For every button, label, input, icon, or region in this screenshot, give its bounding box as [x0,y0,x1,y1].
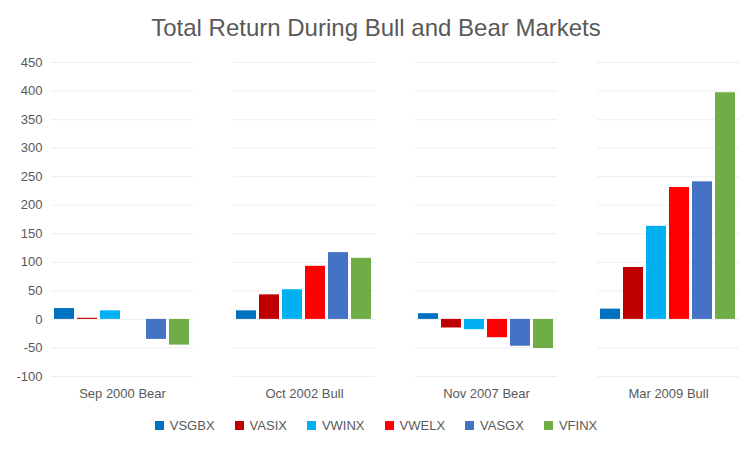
svg-text:200: 200 [21,197,43,212]
html-text:VASGX: VASGX [480,417,524,433]
svg-text:-100: -100 [16,369,42,384]
svg-text:400: 400 [21,83,43,98]
html-text:VFINX: VFINX [558,417,598,433]
html-text:Total Return During Bull and B: Total Return During Bull and Bear Market… [151,14,601,41]
svg-text:Mar 2009 Bull: Mar 2009 Bull [628,386,708,401]
svg-text:300: 300 [21,140,43,155]
svg-text:Sep 2000 Bear: Sep 2000 Bear [79,386,166,401]
svg-text:250: 250 [21,169,43,184]
svg-text:100: 100 [21,254,43,269]
svg-text:350: 350 [21,112,43,127]
html-text:VSGBX: VSGBX [169,417,215,433]
svg-text:450: 450 [21,55,43,70]
svg-text:-50: -50 [24,340,43,355]
html-text:VWELX: VWELX [399,417,446,433]
html-text:VWINX: VWINX [321,417,365,433]
svg-text:Nov 2007 Bear: Nov 2007 Bear [443,386,530,401]
svg-text:0: 0 [35,312,42,327]
svg-text:Oct 2002 Bull: Oct 2002 Bull [265,386,343,401]
svg-text:50: 50 [28,283,42,298]
svg-text:150: 150 [21,226,43,241]
html-text:VASIX: VASIX [249,417,287,433]
